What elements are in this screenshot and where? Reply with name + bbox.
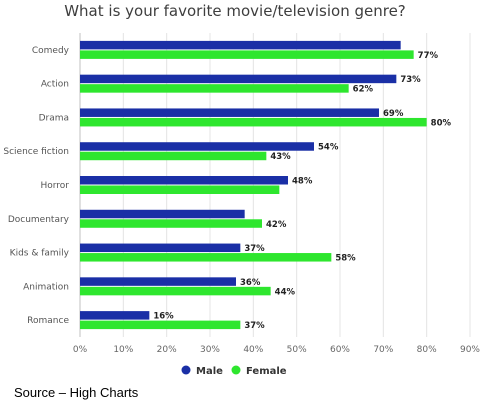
bar-male <box>80 176 288 185</box>
data-label: 73% <box>400 75 421 85</box>
bar-female <box>80 253 332 262</box>
category-labels: Comedy Action Drama Science fiction Horror Do… <box>3 46 69 326</box>
x-tick-label: 70% <box>373 345 393 355</box>
bar-female <box>80 84 349 93</box>
data-label: 69% <box>383 109 404 119</box>
data-label: 48% <box>292 177 313 187</box>
category-label: Action <box>41 80 69 90</box>
data-label: 37% <box>244 321 265 331</box>
x-tick-label: 60% <box>330 345 350 355</box>
x-tick-label: 30% <box>200 345 220 355</box>
data-label: 62% <box>353 85 374 95</box>
category-label: Horror <box>40 181 69 191</box>
category-label: Comedy <box>32 46 70 56</box>
data-label: 77% <box>418 51 439 61</box>
category-label: Animation <box>23 282 69 292</box>
bar-male <box>80 311 150 320</box>
grid-lines <box>79 33 471 337</box>
legend-label: Male <box>196 366 223 377</box>
category-label: Kids & family <box>10 249 70 259</box>
bar-female <box>80 185 280 194</box>
data-label: 44% <box>275 287 296 297</box>
bar-male <box>80 40 401 50</box>
category-label: Romance <box>27 316 69 326</box>
bar-female <box>80 151 267 161</box>
bar-male <box>80 277 236 286</box>
chart-title: What is your favorite movie/television g… <box>64 2 406 20</box>
bar-female <box>80 50 414 59</box>
legend-item-female[interactable]: Female <box>231 365 287 378</box>
bar-female <box>80 117 427 127</box>
bar-male <box>80 209 245 219</box>
category-label: Documentary <box>8 215 70 225</box>
x-tick-label: 90% <box>460 345 480 355</box>
x-tick-label: 10% <box>113 345 133 355</box>
legend[interactable]: Male Female <box>181 365 287 378</box>
bar-chart: Comedy Action Drama Science fiction Horror Do… <box>3 33 481 378</box>
x-axis-ticks: 0% 10% 20% 30% 40% 50% 60% 70% 80% 90% <box>73 345 481 355</box>
data-label: 42% <box>266 220 287 230</box>
data-label: 58% <box>335 254 356 264</box>
bar-male <box>80 74 397 84</box>
data-label: 54% <box>318 143 339 153</box>
category-label: Drama <box>39 113 69 123</box>
category-label: Science fiction <box>3 147 69 157</box>
legend-item-male[interactable]: Male <box>181 365 224 378</box>
data-label: 36% <box>240 278 261 288</box>
x-tick-label: 50% <box>287 345 307 355</box>
bar-male <box>80 243 241 253</box>
data-labels: 77% 73% 62% 69% 80% 54% 43% 48% 42% 37% 58% 36% 44% 1… <box>153 51 451 331</box>
bar-female <box>80 219 262 228</box>
data-label: 37% <box>244 244 265 254</box>
legend-marker <box>231 365 241 375</box>
data-label: 80% <box>431 118 452 128</box>
legend-marker <box>181 365 191 375</box>
x-tick-label: 80% <box>417 345 437 355</box>
bar-male <box>80 108 379 117</box>
bar-female <box>80 320 241 330</box>
x-tick-label: 0% <box>73 345 88 355</box>
bar-male <box>80 142 314 151</box>
bar-female <box>80 286 271 296</box>
data-label: 43% <box>270 152 291 162</box>
x-tick-label: 40% <box>243 345 263 355</box>
legend-label: Female <box>246 366 287 377</box>
data-label: 16% <box>153 312 174 322</box>
source-note: Source – High Charts <box>14 385 139 400</box>
x-tick-label: 20% <box>157 345 177 355</box>
bars <box>80 40 427 330</box>
